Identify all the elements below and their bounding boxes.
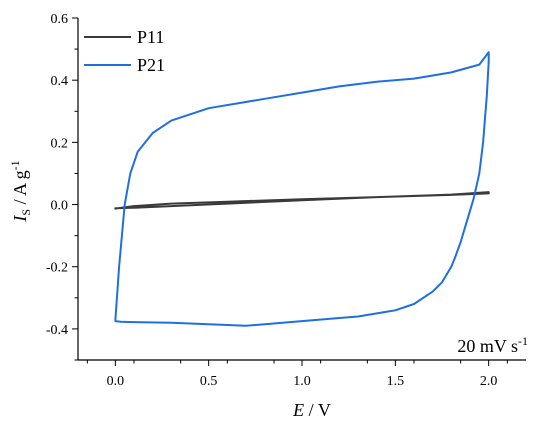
y-tick-label: -0.4 bbox=[46, 323, 68, 338]
scan-rate-annotation: 20 mV s-1 bbox=[457, 334, 528, 356]
y-axis-title: IS / A g-1 bbox=[8, 160, 33, 222]
x-tick-label: 1.5 bbox=[387, 374, 405, 389]
y-tick-label: 0.0 bbox=[51, 199, 69, 214]
y-axis-title-sup: -1 bbox=[8, 160, 22, 170]
x-axis-title: E / V bbox=[292, 400, 331, 420]
x-axis-title-main: E bbox=[292, 400, 304, 420]
ticks: 0.0 0.5 1.0 1.5 2.0 -0.4 -0.2 0.0 0.2 0.4 0.6 bbox=[46, 12, 508, 389]
legend-label-p21: P21 bbox=[137, 55, 165, 75]
annotation-main: 20 mV s bbox=[457, 336, 518, 356]
series-layer bbox=[114, 51, 490, 327]
series-line-p21 bbox=[114, 51, 490, 327]
legend-label-p11: P11 bbox=[137, 27, 164, 47]
y-axis-title-main: I bbox=[10, 215, 30, 223]
x-tick-label: 0.5 bbox=[200, 374, 218, 389]
y-axis-title-unit: / A g bbox=[10, 170, 30, 209]
x-tick-label: 1.0 bbox=[293, 374, 311, 389]
x-axis-title-unit: / V bbox=[304, 400, 331, 420]
y-tick-label: -0.2 bbox=[46, 261, 68, 276]
x-tick-label: 0.0 bbox=[107, 374, 125, 389]
y-axis-title-sub: S bbox=[19, 209, 33, 216]
y-tick-label: 0.2 bbox=[51, 136, 69, 151]
y-tick-label: 0.4 bbox=[51, 74, 69, 89]
series-line-p11 bbox=[114, 191, 490, 210]
y-tick-label: 0.6 bbox=[51, 12, 69, 27]
annotation-sup: -1 bbox=[518, 334, 528, 348]
x-tick-label: 2.0 bbox=[480, 374, 498, 389]
